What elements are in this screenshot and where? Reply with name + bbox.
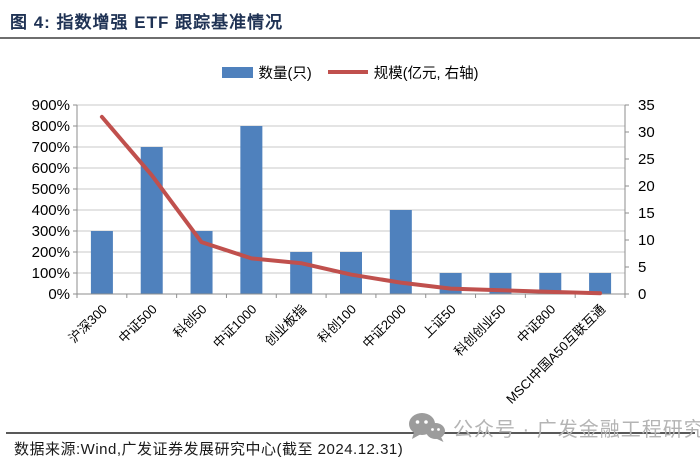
y-axis-left-label: 700% [32,139,70,156]
wechat-icon [409,413,445,442]
y-axis-right-label: 5 [638,259,646,276]
x-axis-label: 中证1000 [210,302,259,351]
x-axis-label: 科创100 [315,302,359,346]
bar-中证2000 [389,210,412,294]
page-title: 图 4: 指数增强 ETF 跟踪基准情况 [10,13,284,32]
y-axis-left-label: 0% [48,286,70,303]
legend-item-scale: 规模(亿元, 右轴) [327,62,479,83]
x-axis-label: 中证500 [116,302,160,346]
watermark-text: 公众号 · 广发金融工程研究 [453,418,700,441]
legend-item-count: 数量(只) [221,62,312,83]
y-axis-left-label: 400% [32,202,70,219]
title-divider [0,37,700,39]
x-axis-label: 科创创业50 [451,302,509,360]
line-swatch-icon [327,70,368,74]
y-axis-left-label: 800% [32,118,70,135]
y-axis-right-label: 0 [638,286,646,303]
combo-chart: 0% 100% 200% 300% 400% 500% 600% 700% 800% 900% 0 5… [32,97,655,407]
bar-创业板指 [290,252,313,294]
y-axis-left-label: 600% [32,160,70,177]
y-axis-left-label: 100% [32,265,70,282]
chart-legend: 数量(只) 规模(亿元, 右轴) [0,61,700,83]
y-axis-right-label: 35 [638,97,655,114]
legend-label-count: 数量(只) [258,65,312,82]
x-axis-label: 科创50 [170,302,209,341]
y-axis-left-label: 300% [32,223,70,240]
bar-中证800 [539,273,562,294]
y-axis-right-label: 30 [638,124,655,141]
x-axis-label: 上证50 [420,302,459,341]
x-axis-label: 创业板指 [262,302,309,349]
footer-divider [6,432,695,434]
y-axis-right-label: 10 [638,232,655,249]
bar-科创50 [190,231,213,294]
y-axis-right-label: 25 [638,151,655,168]
source-note: 数据来源:Wind,广发证券发展研究中心(截至 2024.12.31) [14,441,404,458]
y-axis-right-label: 20 [638,178,655,195]
x-axis-label: 沪深300 [66,302,110,346]
y-axis-left-label: 200% [32,244,70,261]
y-axis-left-label: 900% [32,97,70,114]
bar-swatch-icon [221,66,253,78]
x-axis-label: 中证800 [514,302,558,346]
x-axis-label: MSCI中国A50互联互通 [503,302,608,407]
legend-label-scale: 规模(亿元, 右轴) [373,65,479,82]
y-axis-left-label: 500% [32,181,70,198]
watermark: 公众号 · 广发金融工程研究 [408,411,700,443]
y-axis-right-label: 15 [638,205,655,222]
x-axis-label: 中证2000 [359,302,408,351]
scale-line-series [99,114,603,296]
bar-MSCI中国A50互联互通 [589,273,612,294]
bar-沪深300 [90,231,113,294]
bar-中证1000 [240,126,263,294]
